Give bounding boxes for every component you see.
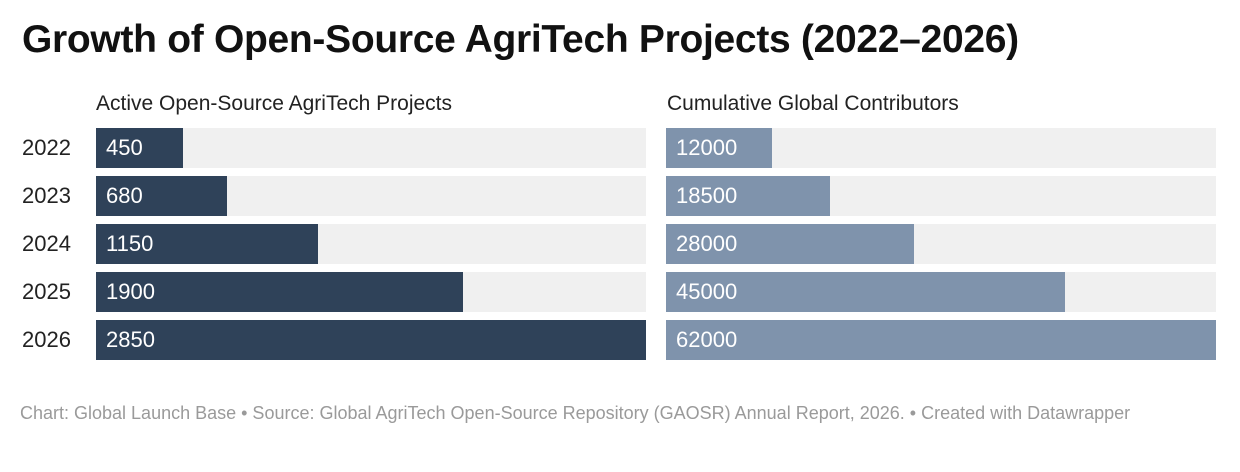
bar-track: 2850 (96, 320, 646, 360)
data-label: 1900 (106, 279, 155, 304)
bar-track: 62000 (666, 320, 1216, 360)
bar-track: 1900 (96, 272, 646, 312)
category-label-2024: 2024 (22, 231, 71, 256)
bar-projects-2024 (96, 224, 318, 264)
category-label-2022: 2022 (22, 135, 71, 160)
data-label: 450 (106, 135, 143, 160)
bar-projects-2026 (96, 320, 646, 360)
bar-track: 28000 (666, 224, 1216, 264)
data-label: 62000 (676, 327, 738, 352)
category-label-2026: 2026 (22, 327, 71, 352)
chart-title: Growth of Open-Source AgriTech Projects … (22, 18, 1019, 61)
data-label: 680 (106, 183, 143, 208)
category-label-2023: 2023 (22, 183, 71, 208)
bar-projects-2022 (96, 128, 183, 168)
bar-track: 12000 (666, 128, 1216, 168)
bar-track: 1150 (96, 224, 646, 264)
category-label-2025: 2025 (22, 279, 71, 304)
data-label: 2850 (106, 327, 155, 352)
bar-contributors-2022 (666, 128, 772, 168)
bar-contributors-2024 (666, 224, 914, 264)
panel-title-projects: Active Open-Source AgriTech Projects (96, 92, 452, 115)
bar-contributors-2023 (666, 176, 830, 216)
data-label: 45000 (676, 279, 738, 304)
panel-title-contributors: Cumulative Global Contributors (667, 92, 959, 115)
bar-contributors-2026 (666, 320, 1216, 360)
data-label: 18500 (676, 183, 738, 208)
bar-track: 18500 (666, 176, 1216, 216)
data-label: 12000 (676, 135, 738, 160)
bar-projects-2025 (96, 272, 463, 312)
bar-track: 680 (96, 176, 646, 216)
bar-track: 450 (96, 128, 646, 168)
bar-projects-2023 (96, 176, 227, 216)
data-label: 28000 (676, 231, 738, 256)
bar-track: 45000 (666, 272, 1216, 312)
chart-footer: Chart: Global Launch Base • Source: Glob… (20, 403, 1131, 423)
bar-contributors-2025 (666, 272, 1065, 312)
data-label: 1150 (106, 231, 154, 256)
